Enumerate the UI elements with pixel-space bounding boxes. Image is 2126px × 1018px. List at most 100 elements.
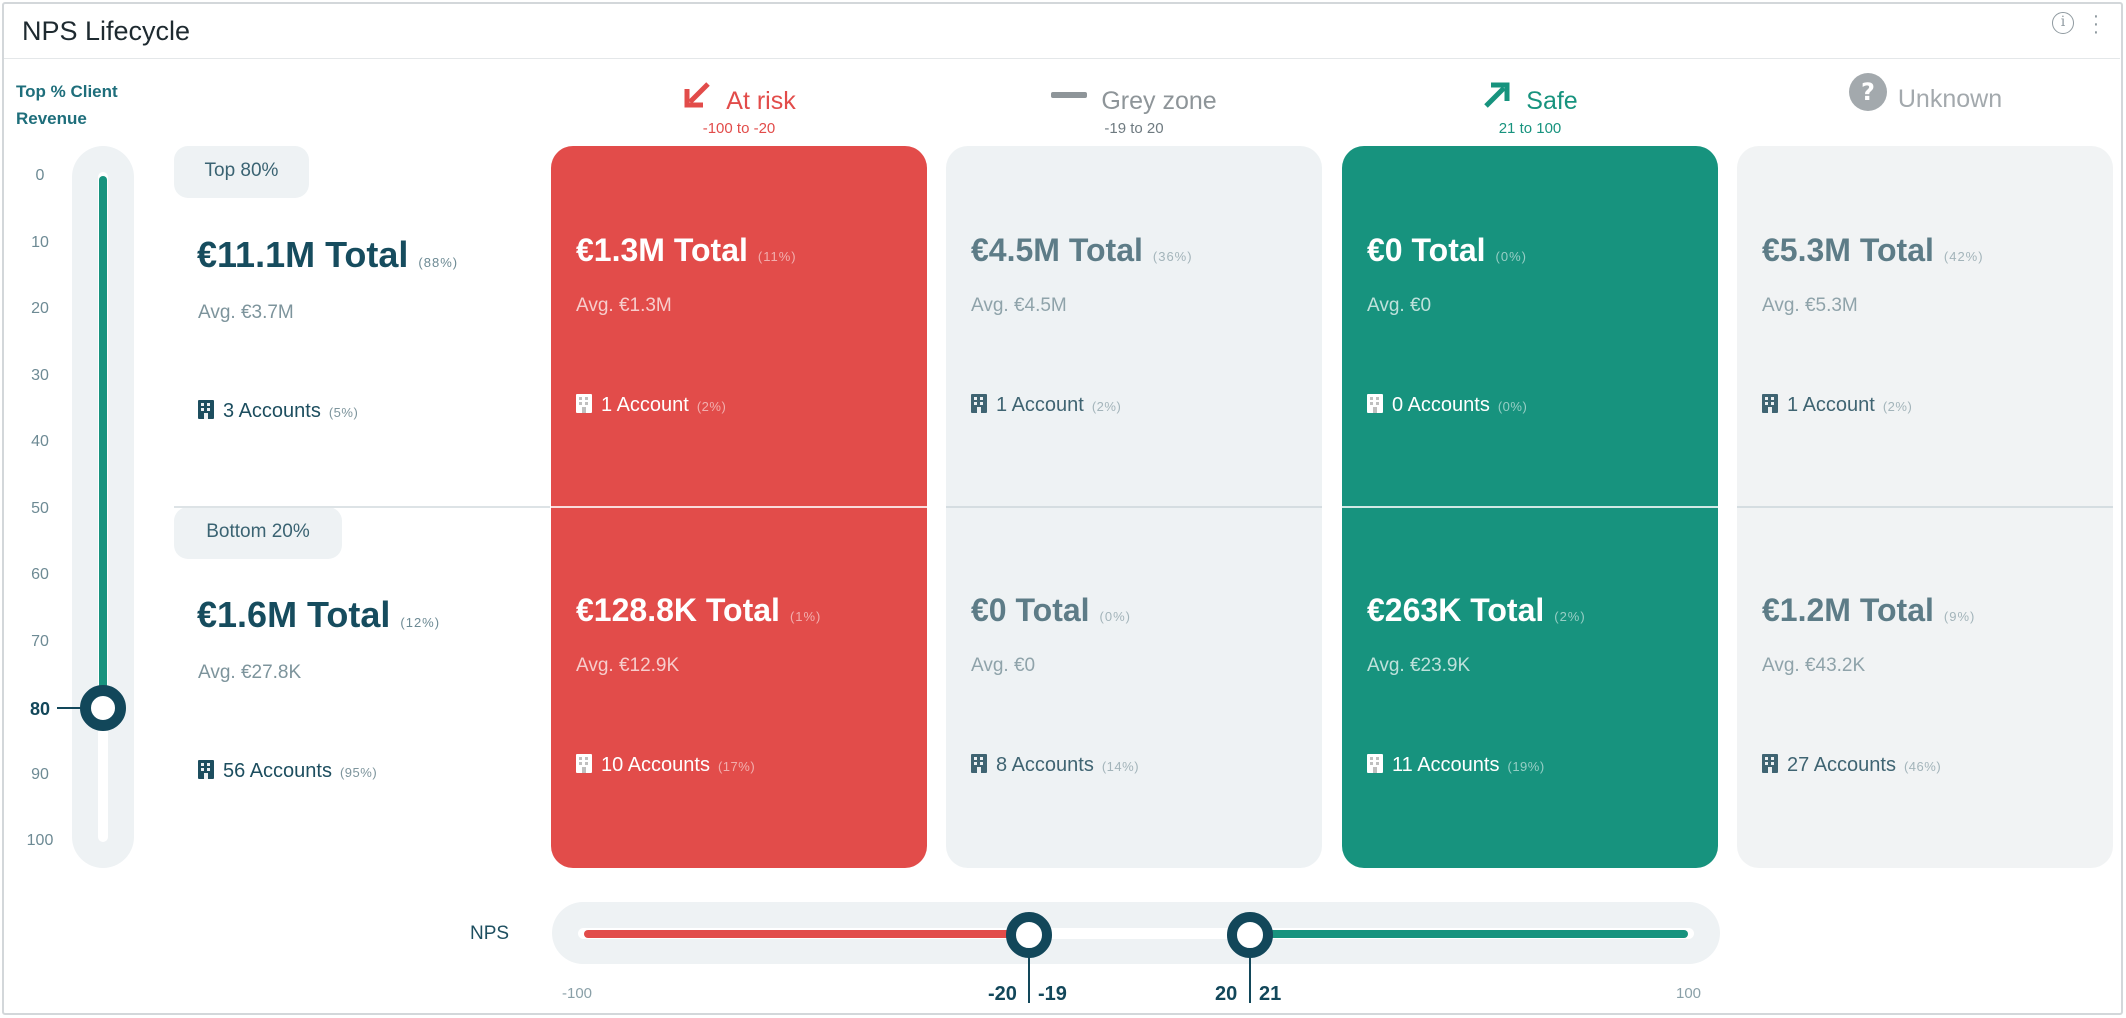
accounts-value: 0 Accounts <box>1392 394 1490 416</box>
accounts-value: 1 Account <box>1787 394 1875 416</box>
total-pct: (9%) <box>1943 609 1976 624</box>
building-window <box>980 397 983 400</box>
building-window <box>980 757 983 760</box>
total-value: €0 Total <box>971 592 1090 628</box>
nps-right-handle-high-value: 21 <box>1259 983 1282 1005</box>
arrow-down-left-icon <box>682 80 712 117</box>
building-window <box>1765 762 1768 765</box>
building-window <box>585 402 588 405</box>
accounts-pct: (19%) <box>1507 759 1545 774</box>
nps-right-handle[interactable] <box>1227 912 1273 958</box>
dash-icon <box>1051 80 1088 117</box>
building-window <box>579 762 582 765</box>
bottom-segment-total-value: €1.6M Total <box>197 594 391 635</box>
building-door <box>204 773 208 779</box>
accounts-pct: (46%) <box>1903 759 1942 774</box>
nps-slider-track[interactable] <box>578 928 1694 939</box>
building-window <box>207 408 210 411</box>
revenue-slider-handle[interactable] <box>80 685 126 731</box>
top-at-risk-avg: Avg. €1.3M <box>576 295 672 316</box>
total-pct: (11%) <box>757 249 797 264</box>
accounts-pct: (2%) <box>696 399 727 414</box>
building-icon <box>1762 754 1778 773</box>
revenue-slider-fill <box>99 176 107 708</box>
column-title: Safe <box>1526 87 1578 115</box>
accounts-pct: (2%) <box>1882 399 1913 414</box>
building-window <box>579 757 582 760</box>
nps-max-label: 100 <box>1676 985 1702 1002</box>
total-pct: (36%) <box>1152 249 1193 264</box>
bottom-unknown-accounts: 27 Accounts (46%) <box>1762 754 1941 777</box>
segment-tab-top[interactable]: Top 80% <box>174 146 309 198</box>
nps-left-handle-high-value: -19 <box>1038 983 1067 1005</box>
revenue-tick-label: 100 <box>26 832 54 849</box>
bottom-at-risk-avg: Avg. €12.9K <box>576 655 680 676</box>
building-window <box>1376 402 1379 405</box>
revenue-tick-label: 90 <box>31 765 49 783</box>
bottom-unknown-total: €1.2M Total (9%) <box>1762 592 1975 629</box>
building-window <box>207 763 210 766</box>
building-window <box>974 397 977 400</box>
bottom-safe-accounts: 11 Accounts (19%) <box>1367 754 1545 777</box>
column-header-grey-zone[interactable]: Grey zone <box>946 86 1322 117</box>
top-at-risk-accounts: 1 Account (2%) <box>576 394 726 417</box>
top-segment-total: €11.1M Total (88%) <box>197 234 458 276</box>
row-divider <box>174 506 550 508</box>
nps-left-handle-low-value: -20 <box>988 983 1017 1005</box>
top-segment-accounts: 3 Accounts (5%) <box>198 400 358 423</box>
total-value: €5.3M Total <box>1762 232 1934 268</box>
column-range: 21 to 100 <box>1498 120 1562 137</box>
total-value: €128.8K Total <box>576 592 780 628</box>
top-segment-total-pct: (88%) <box>418 255 459 270</box>
bottom-grey-zone-accounts: 8 Accounts (14%) <box>971 754 1139 777</box>
column-range: -100 to -20 <box>702 120 776 137</box>
building-door <box>1768 407 1772 413</box>
building-icon <box>198 400 214 419</box>
row-divider <box>1342 506 1718 508</box>
building-window <box>201 768 204 771</box>
column-header-safe[interactable]: Safe <box>1342 82 1718 117</box>
bottom-segment-accounts-value: 56 Accounts <box>223 760 332 782</box>
building-door <box>1768 767 1772 773</box>
revenue-tick-label: 70 <box>31 632 49 650</box>
row-divider <box>551 506 927 508</box>
building-icon <box>1762 394 1778 413</box>
accounts-pct: (14%) <box>1101 759 1140 774</box>
accounts-value: 10 Accounts <box>601 754 710 776</box>
nps-slider-label: NPS <box>470 923 510 944</box>
widget-title: NPS Lifecycle <box>22 16 191 46</box>
building-window <box>1771 402 1774 405</box>
building-icon <box>576 394 592 413</box>
building-window <box>1376 762 1379 765</box>
building-icon <box>971 754 987 773</box>
building-icon <box>198 760 214 779</box>
top-unknown-avg: Avg. €5.3M <box>1762 295 1858 316</box>
header-divider <box>4 58 2120 59</box>
building-icon <box>1367 754 1383 773</box>
building-window <box>1376 757 1379 760</box>
building-door <box>977 767 981 773</box>
revenue-tick-label: 60 <box>31 566 49 583</box>
column-header-at-risk[interactable]: At risk <box>551 82 927 117</box>
kebab-menu-icon[interactable]: · · · <box>2092 5 2100 43</box>
building-window <box>1376 397 1379 400</box>
column-title: At risk <box>726 87 796 115</box>
nps-min-label: -100 <box>562 985 593 1002</box>
building-door <box>582 767 586 773</box>
building-window <box>207 768 210 771</box>
building-window <box>579 402 582 405</box>
nps-right-handle-low-value: 20 <box>1215 983 1238 1005</box>
bottom-segment-total: €1.6M Total (12%) <box>197 594 440 636</box>
segment-tab-bottom[interactable]: Bottom 20% <box>174 507 342 559</box>
bottom-safe-total: €263K Total (2%) <box>1367 592 1586 629</box>
revenue-slider-pointer <box>57 707 81 709</box>
info-icon[interactable]: i <box>2052 12 2074 34</box>
building-window <box>585 397 588 400</box>
nps-left-handle[interactable] <box>1006 912 1052 958</box>
building-window <box>579 397 582 400</box>
accounts-value: 1 Account <box>601 394 689 416</box>
bottom-segment-total-pct: (12%) <box>400 615 441 630</box>
column-header-unknown[interactable]: ? Unknown <box>1737 73 2113 119</box>
building-door <box>1373 767 1377 773</box>
total-pct: (42%) <box>1943 249 1984 264</box>
